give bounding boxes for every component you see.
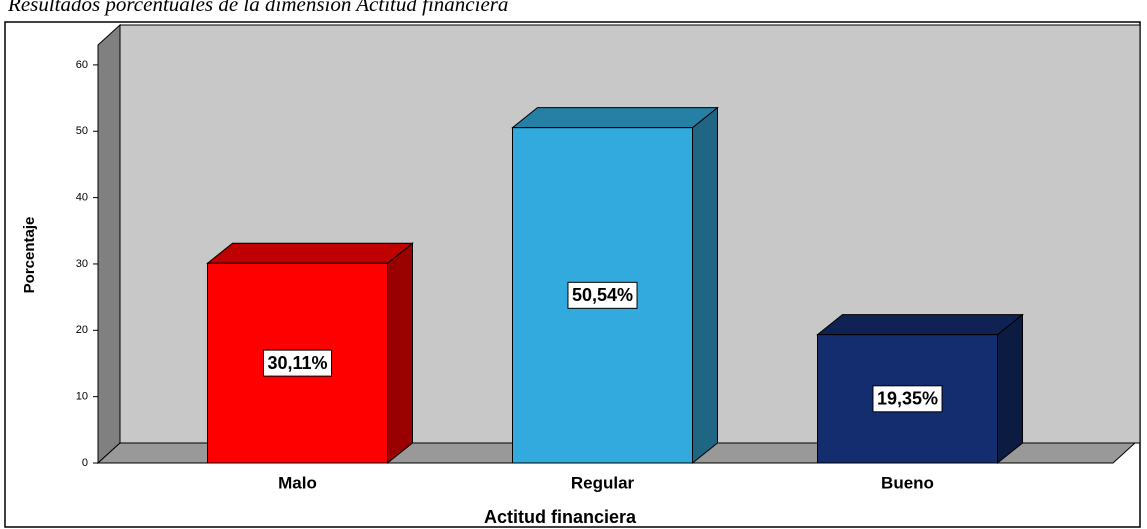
bar-side bbox=[997, 313, 1023, 465]
bar-top bbox=[206, 242, 414, 264]
value-label-box bbox=[262, 349, 333, 377]
y-tick-label: 0 bbox=[82, 457, 88, 469]
side-wall bbox=[97, 23, 121, 465]
x-tick-label: Regular bbox=[571, 473, 635, 492]
y-axis-title: Porcentaje bbox=[21, 217, 38, 294]
x-tick-label: Malo bbox=[278, 473, 317, 492]
value-label-box bbox=[567, 281, 638, 309]
bar-side bbox=[692, 106, 718, 465]
value-label: 50,54% bbox=[572, 285, 633, 305]
value-label: 19,35% bbox=[877, 389, 938, 409]
value-label: 30,11% bbox=[267, 353, 327, 373]
x-axis-title: Actitud financiera bbox=[484, 507, 637, 527]
y-tick-label: 10 bbox=[76, 391, 88, 403]
y-tick-label: 60 bbox=[76, 59, 88, 71]
y-tick-label: 30 bbox=[76, 258, 88, 270]
y-tick-label: 50 bbox=[76, 125, 88, 137]
value-label-box bbox=[872, 385, 943, 413]
y-tick-label: 20 bbox=[76, 324, 88, 336]
bar-top bbox=[511, 107, 719, 129]
bar-top bbox=[816, 314, 1024, 336]
x-tick-label: Bueno bbox=[881, 473, 934, 492]
y-tick-label: 40 bbox=[76, 192, 88, 204]
chart-title: Resultados porcentuales de la dimensión … bbox=[7, 0, 508, 16]
bar-side bbox=[387, 242, 413, 465]
